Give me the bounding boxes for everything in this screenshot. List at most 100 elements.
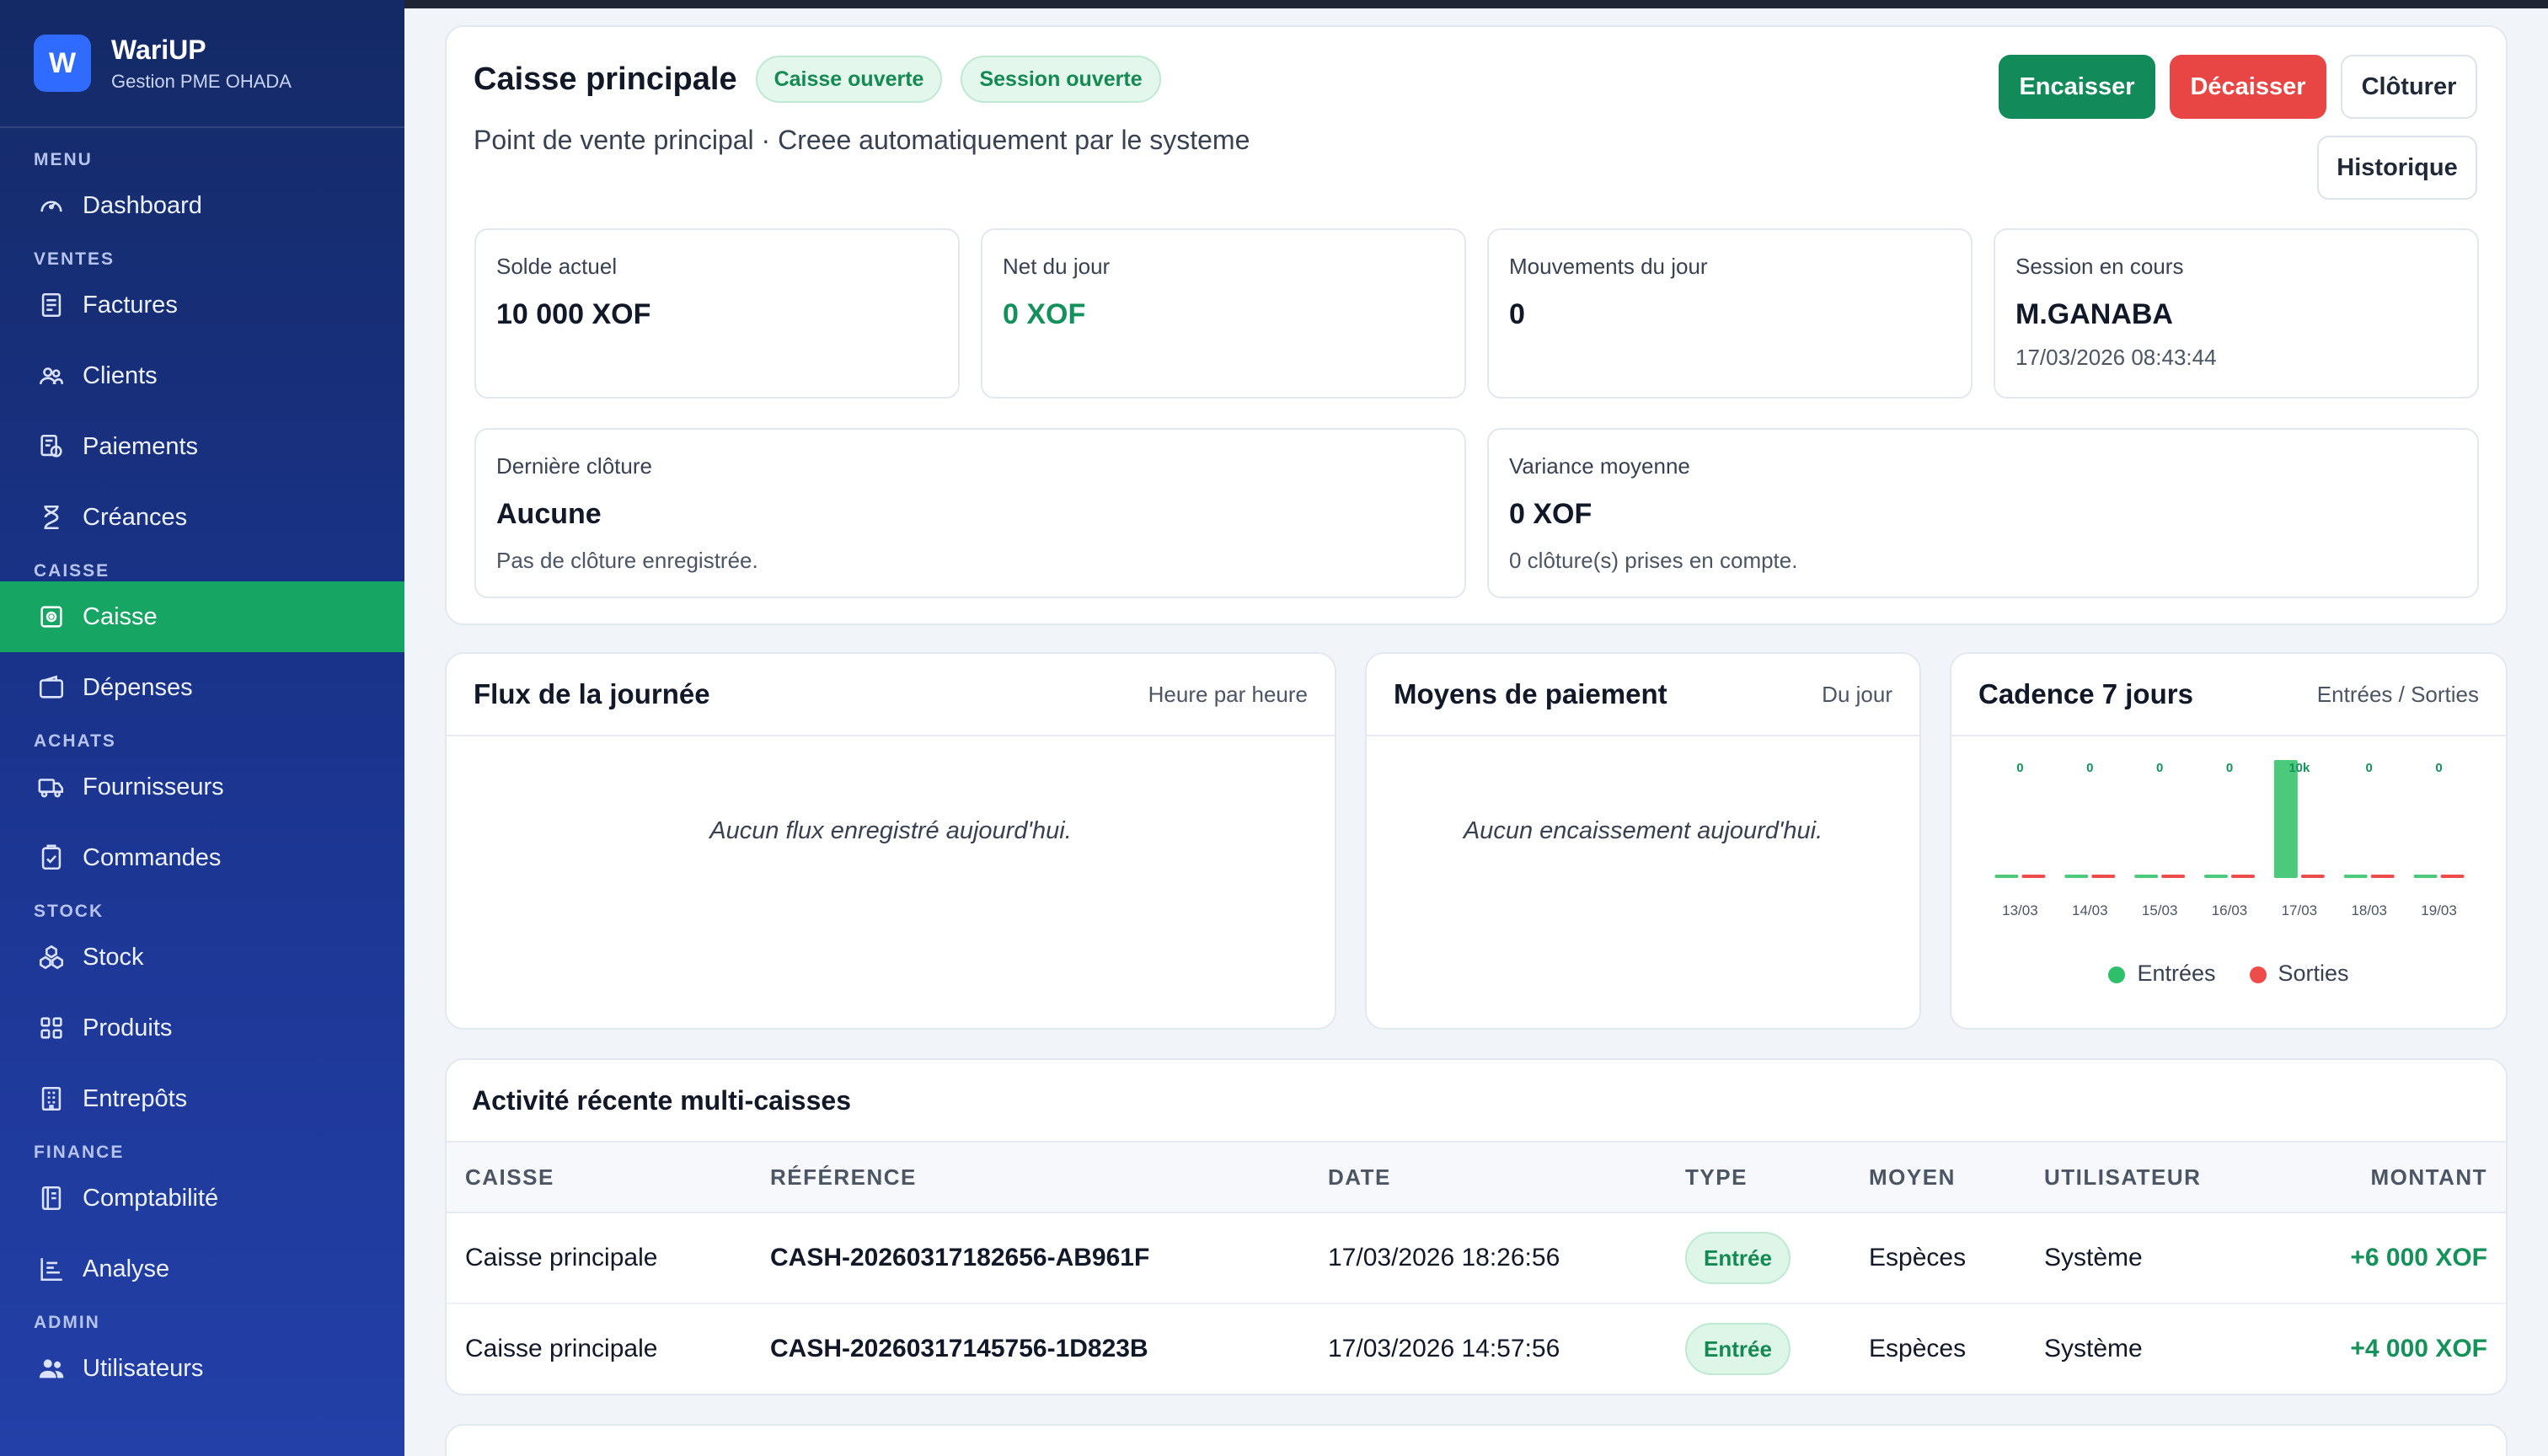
table-header-row: CAISSE RÉFÉRENCE DATE TYPE MOYEN UTILISA… xyxy=(447,1142,2506,1212)
panel-moyens-paiement: Moyens de paiement Du jour Aucun encaiss… xyxy=(1365,652,1921,1030)
column-header[interactable]: RÉFÉRENCE xyxy=(752,1142,1309,1212)
grid-icon xyxy=(37,1014,66,1042)
cell-reference: CASH-20260317145756-1D823B xyxy=(752,1303,1309,1394)
hourglass-icon xyxy=(37,503,66,532)
sidebar-item-label: Fournisseurs xyxy=(83,774,224,801)
bar-sorties xyxy=(2091,875,2115,878)
page-description: Point de vente principal · Creee automat… xyxy=(474,125,1250,156)
stat-sub: 17/03/2026 08:43:44 xyxy=(2015,345,2457,371)
legend-label: Sorties xyxy=(2278,961,2349,986)
stat-value: 0 XOF xyxy=(1509,498,2457,531)
cell-moyen: Espèces xyxy=(1850,1303,2026,1394)
sidebar-item-stock[interactable]: Stock xyxy=(0,922,404,993)
brand-name: WariUP xyxy=(111,35,292,66)
type-badge: Entrée xyxy=(1685,1323,1791,1375)
x-tick-label: 17/03 xyxy=(2282,902,2318,918)
column-header[interactable]: TYPE xyxy=(1667,1142,1850,1212)
column-header[interactable]: UTILISATEUR xyxy=(2026,1142,2312,1212)
historique-button[interactable]: Historique xyxy=(2317,136,2477,200)
stat-label: Solde actuel xyxy=(496,254,938,280)
sidebar-item-comptabilite[interactable]: Comptabilité xyxy=(0,1163,404,1234)
column-header[interactable]: MONTANT xyxy=(2312,1142,2506,1212)
sidebar-item-depenses[interactable]: Dépenses xyxy=(0,652,404,723)
legend-swatch xyxy=(2108,966,2125,983)
cell-utilisateur: Système xyxy=(2026,1212,2312,1303)
cell-caisse: Caisse principale xyxy=(447,1303,752,1394)
panel-title: Cadence 7 jours xyxy=(1978,678,2193,710)
sidebar-item-analyse[interactable]: Analyse xyxy=(0,1234,404,1304)
x-tick-label: 13/03 xyxy=(2002,902,2038,918)
stat-solde-actuel: Solde actuel 10 000 XOF xyxy=(474,228,960,399)
cash-register-icon xyxy=(37,602,66,631)
sidebar-item-fournisseurs[interactable]: Fournisseurs xyxy=(0,752,404,822)
legend-label: Entrées xyxy=(2137,961,2215,986)
column-header[interactable]: MOYEN xyxy=(1850,1142,2026,1212)
bar-sorties xyxy=(2441,875,2465,878)
empty-state: Aucun encaissement aujourd'hui. xyxy=(1367,817,1919,845)
data-label: 0 xyxy=(2156,761,2163,775)
cell-type: Entrée xyxy=(1667,1303,1850,1394)
bar-entrees xyxy=(2274,760,2298,878)
stat-session-en-cours: Session en cours M.GANABA 17/03/2026 08:… xyxy=(1994,228,2479,399)
cell-montant: +6 000 XOF xyxy=(2312,1212,2506,1303)
sidebar-item-dashboard[interactable]: Dashboard xyxy=(0,170,404,241)
stat-label: Variance moyenne xyxy=(1509,453,2457,479)
cell-caisse: Caisse principale xyxy=(447,1212,752,1303)
sidebar-item-label: Caisse xyxy=(83,603,158,631)
sidebar-item-clients[interactable]: Clients xyxy=(0,340,404,411)
decaisser-button[interactable]: Décaisser xyxy=(2170,55,2326,119)
column-header[interactable]: DATE xyxy=(1309,1142,1667,1212)
panel-title: Moyens de paiement xyxy=(1394,678,1667,710)
bar-sorties xyxy=(2231,875,2255,878)
bar-sorties xyxy=(2371,875,2395,878)
sidebar-item-caisse[interactable]: Caisse xyxy=(0,581,404,652)
empty-state: Aucun flux enregistré aujourd'hui. xyxy=(447,817,1335,845)
sidebar-item-label: Dashboard xyxy=(83,192,202,220)
stat-variance-moyenne: Variance moyenne 0 XOF 0 clôture(s) pris… xyxy=(1487,428,2479,598)
panel-meta: Entrées / Sorties xyxy=(2317,682,2479,708)
sidebar-item-entrepots[interactable]: Entrepôts xyxy=(0,1063,404,1134)
data-label: 0 xyxy=(2226,761,2233,775)
panel-flux-journee: Flux de la journée Heure par heure Aucun… xyxy=(445,652,1336,1030)
table-row[interactable]: Caisse principale CASH-20260317145756-1D… xyxy=(447,1303,2506,1394)
cash-register-card: Caisse principale Caisse ouverte Session… xyxy=(445,25,2508,625)
sidebar-item-produits[interactable]: Produits xyxy=(0,993,404,1063)
cadence-bar-chart: 0 13/03 0 14/03 0 15/03 0 16/03 10k 17/03 0 18/03 0 1… xyxy=(1968,738,2491,934)
nav-section-stock: STOCK xyxy=(0,893,404,922)
users-solid-icon xyxy=(37,1354,66,1383)
bars-icon xyxy=(37,1255,66,1283)
encaisser-button[interactable]: Encaisser xyxy=(1999,55,2155,119)
nav-section-ventes: VENTES xyxy=(0,241,404,270)
bar-sorties xyxy=(2021,875,2045,878)
bar-entrees xyxy=(2134,875,2158,878)
gauge-icon xyxy=(37,191,66,220)
nav-section-menu: MENU xyxy=(0,142,404,170)
column-header[interactable]: CAISSE xyxy=(447,1142,752,1212)
table-row[interactable]: Caisse principale CASH-20260317182656-AB… xyxy=(447,1212,2506,1303)
sidebar-item-commandes[interactable]: Commandes xyxy=(0,822,404,893)
cell-reference: CASH-20260317182656-AB961F xyxy=(752,1212,1309,1303)
stat-value: Aucune xyxy=(496,498,1444,531)
stat-label: Mouvements du jour xyxy=(1509,254,1951,280)
sidebar-item-factures[interactable]: Factures xyxy=(0,270,404,340)
brand-subtitle: Gestion PME OHADA xyxy=(111,71,292,93)
sidebar-item-label: Dépenses xyxy=(83,674,193,702)
sidebar-item-utilisateurs[interactable]: Utilisateurs xyxy=(0,1333,404,1404)
sidebar-item-paiements[interactable]: Paiements xyxy=(0,411,404,482)
panel-activite-recente: Activité récente multi-caisses CAISSE RÉ… xyxy=(445,1058,2508,1395)
type-badge: Entrée xyxy=(1685,1232,1791,1284)
stat-value: M.GANABA xyxy=(2015,298,2457,331)
sidebar-item-label: Clients xyxy=(83,362,158,390)
brand[interactable]: W WariUP Gestion PME OHADA xyxy=(0,0,404,128)
sidebar-item-label: Entrepôts xyxy=(83,1085,187,1113)
cloturer-button[interactable]: Clôturer xyxy=(2341,55,2477,119)
x-tick-label: 19/03 xyxy=(2421,902,2457,918)
stat-value: 10 000 XOF xyxy=(496,298,938,331)
stat-label: Dernière clôture xyxy=(496,453,1444,479)
panel-meta: Du jour xyxy=(1822,682,1892,708)
sidebar-item-creances[interactable]: Créances xyxy=(0,482,404,553)
sidebar-item-label: Stock xyxy=(83,944,144,972)
sidebar-item-label: Comptabilité xyxy=(83,1185,218,1212)
next-card xyxy=(445,1424,2508,1456)
cell-date: 17/03/2026 18:26:56 xyxy=(1309,1212,1667,1303)
